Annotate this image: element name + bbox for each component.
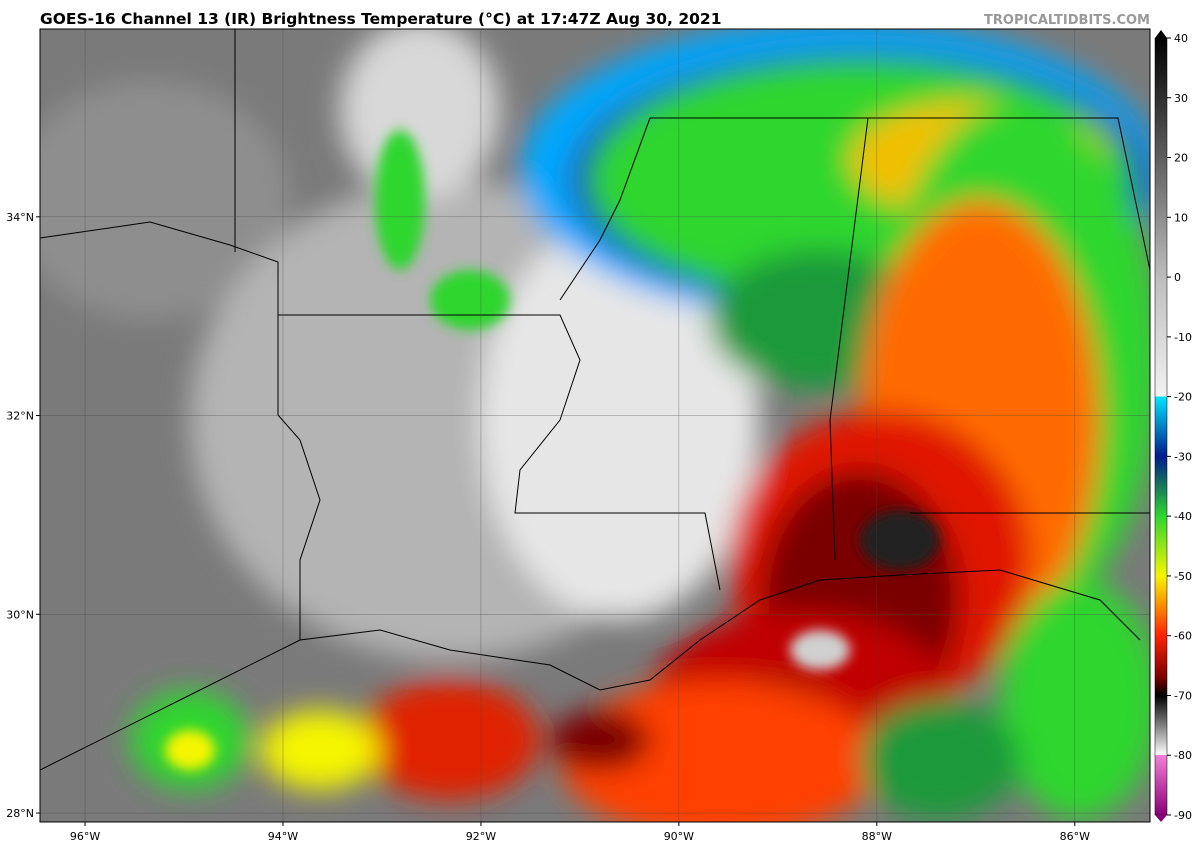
x-tick-label: 94°W — [268, 830, 298, 843]
colorbar-tick-label: 20 — [1174, 152, 1188, 165]
x-tick-label: 92°W — [466, 830, 496, 843]
map-frame — [39, 28, 1151, 823]
y-tick-label: 30°N — [6, 608, 34, 621]
colorbar-tick-label: -20 — [1174, 391, 1192, 404]
colorbar — [1154, 37, 1168, 816]
colorbar-tick-label: 10 — [1174, 211, 1188, 224]
x-tick-label: 86°W — [1060, 830, 1090, 843]
x-tick-label: 90°W — [664, 830, 694, 843]
colorbar-tick-label: 40 — [1174, 32, 1188, 45]
title: GOES-16 Channel 13 (IR) Brightness Tempe… — [40, 10, 721, 28]
colorbar-tick-label: -10 — [1174, 331, 1192, 344]
watermark: TROPICALTIDBITS.COM — [984, 13, 1150, 28]
colorbar-tick-label: -70 — [1174, 689, 1192, 702]
colorbar-tick-label: -80 — [1174, 749, 1192, 762]
colorbar-tick-label: 0 — [1174, 271, 1181, 284]
colorbar-extend-top — [1155, 30, 1167, 38]
x-tick-label: 96°W — [70, 830, 100, 843]
satellite-imagery — [40, 29, 1150, 822]
colorbar-extend-bottom — [1155, 815, 1167, 822]
colorbar-tick-label: -30 — [1174, 450, 1192, 463]
colorbar-tick-label: -60 — [1174, 630, 1192, 643]
colorbar-tick-label: -50 — [1174, 570, 1192, 583]
colorbar-tick-label: -40 — [1174, 510, 1192, 523]
x-tick-label: 88°W — [862, 830, 892, 843]
y-tick-label: 32°N — [6, 410, 34, 423]
colorbar-tick-label: 30 — [1174, 92, 1188, 105]
y-tick-label: 34°N — [6, 211, 34, 224]
y-tick-label: 28°N — [6, 807, 34, 820]
colorbar-tick-label: -90 — [1174, 809, 1192, 822]
